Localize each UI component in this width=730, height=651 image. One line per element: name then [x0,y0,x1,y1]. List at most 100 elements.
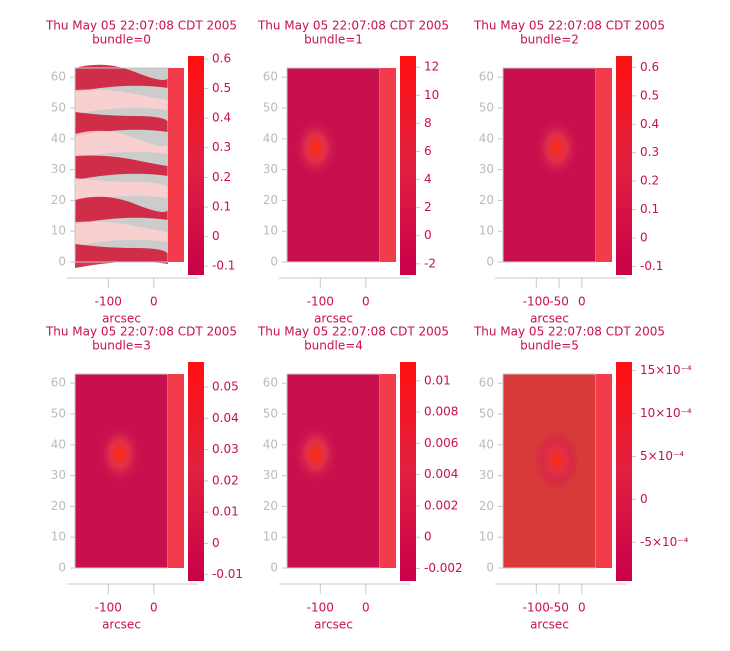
colorbar-tick-label: 0 [640,231,648,245]
chart-subtitle: bundle=2 [520,33,579,47]
chart-title: Thu May 05 22:07:08 CDT 2005 [473,19,665,33]
colorbar-tick-label: 0 [424,530,432,544]
colorbar-tick-label: 0 [640,492,648,506]
colorbar-tick-label: 0.002 [424,498,458,512]
y-tick-label: 10 [263,224,278,238]
y-tick-label: 0 [486,255,494,269]
colorbar [188,56,204,275]
colorbar-tick-label: -5×10⁻⁴ [640,535,689,549]
colorbar-tick-label: 2 [424,200,432,214]
colorbar [188,362,204,581]
x-tick-label: 0 [150,295,158,309]
colorbar-tick-label: 0.004 [424,467,458,481]
chart-title: Thu May 05 22:07:08 CDT 2005 [257,19,449,33]
heatmap-region [75,221,168,246]
y-tick-label: 50 [51,407,66,421]
colorbar-tick-label: -0.01 [212,567,243,581]
x-axis-label: arcsec [102,312,141,326]
colorbar-tick-label: 0 [424,228,432,242]
colorbar-bg [380,68,396,262]
colorbar-tick-label: 0.008 [424,405,458,419]
x-axis-label: arcsec [530,312,569,326]
colorbar-tick-label: 0.2 [640,174,659,188]
heatmap-region [75,196,168,224]
y-tick-label: 60 [479,376,494,390]
colorbar-tick-label: -0.1 [640,259,663,273]
y-tick-label: 40 [51,437,66,451]
y-tick-label: 30 [263,162,278,176]
colorbar-tick-label: 0.2 [212,170,231,184]
heatmap-region [75,178,168,202]
x-axis-label: arcsec [314,618,353,632]
y-tick-label: 20 [263,499,278,513]
x-tick-label: -50 [549,601,569,615]
heatmap-hotspot [293,118,338,179]
y-tick-label: 10 [479,530,494,544]
heatmap-region [75,64,168,92]
y-tick-label: 30 [263,468,278,482]
y-tick-label: 40 [51,131,66,145]
y-tick-label: 30 [479,468,494,482]
colorbar-tick-label: 0.02 [212,473,239,487]
chart-title: Thu May 05 22:07:08 CDT 2005 [257,325,449,339]
y-tick-label: 50 [263,101,278,115]
colorbar [616,56,632,275]
y-tick-label: 40 [263,437,278,451]
colorbar-bg [596,68,612,262]
colorbar-tick-label: 4 [424,172,432,186]
colorbar [400,362,416,581]
chart-subtitle: bundle=1 [304,33,363,47]
colorbar-tick-label: 0.3 [640,145,659,159]
colorbar-tick-label: 0.4 [640,117,659,131]
y-tick-label: 50 [479,101,494,115]
heatmap-hotspot [293,424,338,485]
colorbar-tick-label: 8 [424,116,432,130]
colorbar-tick-label: 10 [424,88,439,102]
colorbar-tick-label: 12 [424,60,439,74]
colorbar-tick-label: 0.6 [640,60,659,74]
y-tick-label: 50 [51,101,66,115]
colorbar-tick-label: 5×10⁻⁴ [640,449,684,463]
colorbar-tick-label: 6 [424,144,432,158]
x-tick-label: -100 [307,601,334,615]
colorbar-tick-label: 0.006 [424,436,458,450]
chart-title: Thu May 05 22:07:08 CDT 2005 [45,325,237,339]
colorbar-tick-label: 0 [212,229,220,243]
x-tick-label: -100 [523,601,550,615]
chart-subtitle: bundle=4 [304,339,363,353]
colorbar-tick-label: 0.4 [212,111,231,125]
colorbar-tick-label: 10×10⁻⁴ [640,406,692,420]
y-tick-label: 60 [263,376,278,390]
colorbar-tick-label: -2 [424,256,436,270]
colorbar-tick-label: 0.6 [212,51,231,65]
y-tick-label: 50 [263,407,278,421]
heatmap-region [75,89,168,114]
y-tick-label: 10 [263,530,278,544]
y-tick-label: 20 [479,193,494,207]
colorbar-tick-label: 0.03 [212,442,239,456]
colorbar-tick-label: 15×10⁻⁴ [640,363,692,377]
x-tick-label: -100 [523,295,550,309]
y-tick-label: 0 [486,561,494,575]
colorbar-tick-label: 0.01 [212,505,239,519]
colorbar [616,362,632,581]
colorbar-tick-label: 0.05 [212,380,239,394]
y-tick-label: 20 [263,193,278,207]
colorbar-tick-label: -0.1 [212,259,235,273]
y-tick-label: 40 [479,131,494,145]
x-axis-label: arcsec [530,618,569,632]
colorbar-tick-label: 0.1 [212,199,231,213]
y-tick-label: 10 [51,224,66,238]
colorbar-bg [380,374,396,568]
chart-subtitle: bundle=0 [92,33,151,47]
chart-subtitle: bundle=5 [520,339,579,353]
x-tick-label: 0 [362,295,370,309]
colorbar-tick-label: 0.04 [212,411,239,425]
y-tick-label: 60 [51,70,66,84]
y-tick-label: 40 [479,437,494,451]
heatmap-region [75,130,168,158]
heatmap-hotspot [534,118,579,179]
y-tick-label: 0 [270,561,278,575]
colorbar-bg [168,68,184,262]
